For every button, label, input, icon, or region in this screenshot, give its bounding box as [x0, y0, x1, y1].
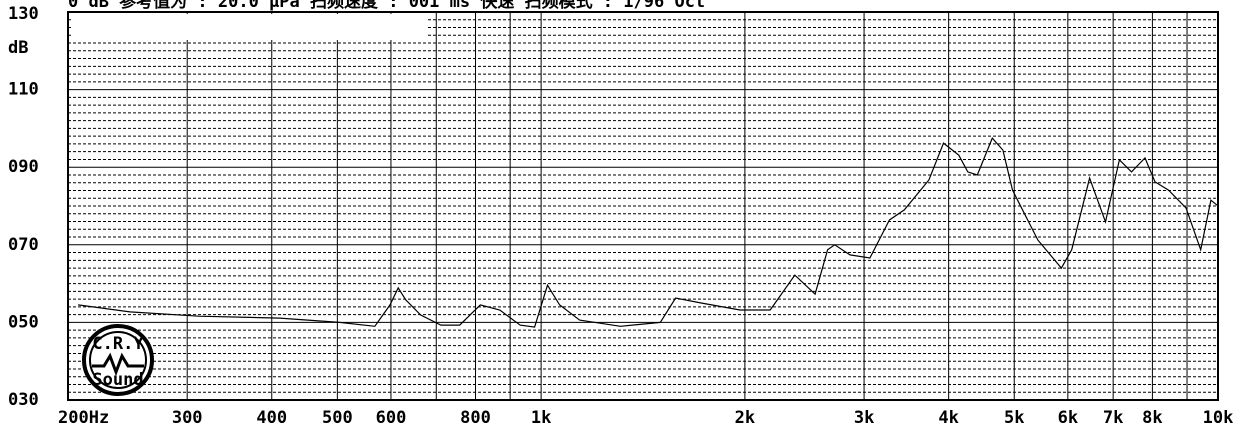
y-tick-label: 110: [8, 80, 39, 100]
x-tick-label: 2k: [735, 408, 755, 428]
y-tick-label: 050: [8, 312, 39, 332]
logo: C.R.Y Sound: [82, 324, 154, 396]
x-tick-label: 500: [322, 408, 353, 428]
x-tick-label: 1k: [531, 408, 551, 428]
plot-area: [67, 11, 1219, 401]
x-tick-label: 400: [256, 408, 287, 428]
x-tick-label: 6k: [1058, 408, 1078, 428]
x-tick-label: 800: [460, 408, 491, 428]
x-tick-label: 600: [376, 408, 407, 428]
logo-text: Sound: [92, 370, 143, 390]
blank-box: [72, 14, 426, 40]
logo-text: C.R.Y: [92, 334, 144, 354]
x-tick-label: 10k: [1203, 408, 1234, 428]
chart-title: 0 dB 参考值为 : 20.0 µPa 扫频速度 : 001 ms 快速 扫频…: [68, 0, 705, 12]
x-tick-label: 4k: [938, 408, 958, 428]
y-axis-label: dB: [8, 38, 28, 58]
x-tick-label: 8k: [1142, 408, 1162, 428]
x-tick-label: 5k: [1004, 408, 1024, 428]
y-tick-label: 030: [8, 390, 39, 410]
x-tick-label: 7k: [1103, 408, 1123, 428]
y-tick-label: 090: [8, 157, 39, 177]
data-line: [78, 136, 1218, 328]
x-tick-label: 3k: [854, 408, 874, 428]
plot-border: [67, 11, 1219, 401]
y-tick-label: 130: [8, 4, 39, 24]
x-tick-label: 300: [172, 408, 203, 428]
x-tick-label: 200Hz: [58, 408, 109, 428]
y-tick-label: 070: [8, 235, 39, 255]
